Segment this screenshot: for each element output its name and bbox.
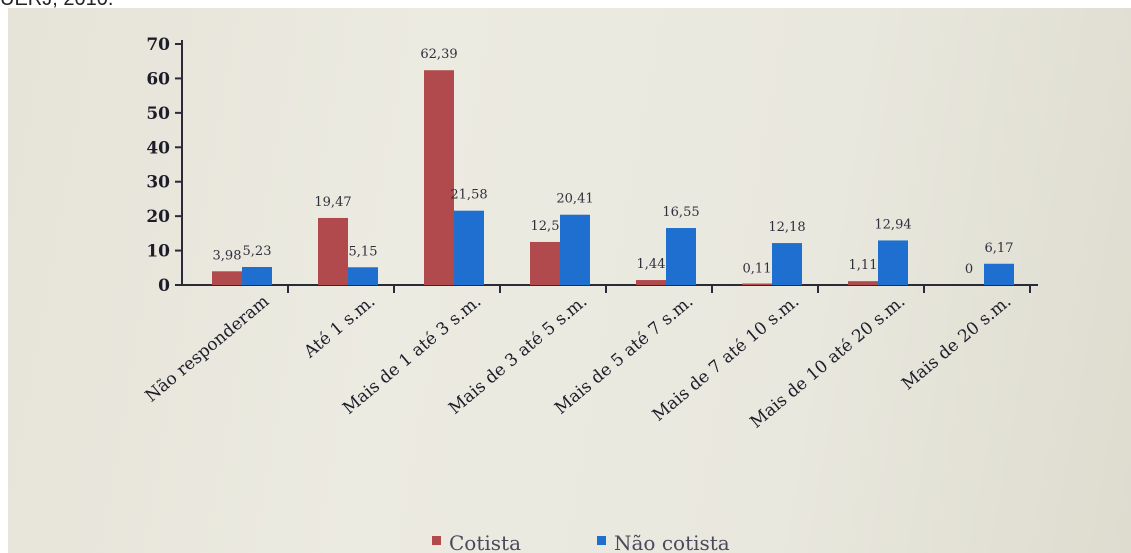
legend-label-nao-cotista: Não cotista (614, 531, 730, 553)
bar-cotista (212, 271, 242, 285)
data-label: 12,18 (768, 220, 805, 235)
bar-nao-cotista (878, 240, 908, 285)
data-label: 6,17 (985, 241, 1014, 256)
bar-nao-cotista (454, 210, 484, 285)
data-label: 0,11 (743, 262, 772, 277)
category-label: Não responderam (142, 292, 274, 407)
data-label: 12,94 (874, 217, 911, 232)
data-label: 19,47 (314, 195, 351, 210)
bar-cotista (848, 281, 878, 285)
bar-nao-cotista (984, 263, 1014, 285)
category-label: Até 1 s.m. (300, 292, 380, 363)
y-tick-label: 70 (146, 35, 170, 55)
data-label: 21,58 (450, 188, 487, 203)
legend: Cotista Não cotista (432, 531, 730, 553)
data-label: 62,39 (420, 47, 457, 62)
data-labels: 3,98 5,23 19,47 5,15 62,39 21,58 12,5 20,41 1,44… (213, 47, 1014, 277)
data-label: 5,15 (349, 244, 378, 259)
data-label: 12,5 (531, 219, 560, 234)
bar-nao-cotista (666, 228, 696, 285)
y-tick-label: 10 (146, 242, 170, 262)
data-label: 1,44 (637, 257, 666, 272)
data-label: 1,11 (849, 258, 878, 273)
figure-caption: UERJ, 2010. (0, 0, 113, 11)
y-tick-label: 20 (146, 207, 170, 227)
legend-swatch-cotista (432, 536, 441, 545)
data-label: 5,23 (243, 244, 272, 259)
y-tick-label: 50 (146, 104, 170, 124)
bar-nao-cotista (560, 214, 590, 285)
bar-cotista (424, 70, 454, 286)
category-labels: Não responderam Até 1 s.m.Mais de 1 até 3… (142, 292, 1016, 433)
bars (212, 70, 1014, 286)
bar-cotista (530, 241, 560, 285)
bar-cotista (636, 280, 666, 285)
data-label: 3,98 (213, 248, 242, 263)
legend-label-cotista: Cotista (449, 531, 521, 553)
legend-swatch-nao-cotista (597, 536, 606, 545)
data-label: 16,55 (662, 205, 699, 220)
bar-nao-cotista (242, 266, 272, 285)
y-tick-label: 0 (158, 276, 170, 296)
bar-cotista (742, 283, 772, 285)
y-axis: 0 10 20 30 40 50 60 70 (146, 35, 183, 296)
bar-cotista (318, 217, 348, 285)
x-axis (182, 284, 1038, 293)
y-tick-label: 40 (146, 138, 170, 158)
category-label: Mais de 20 s.m. (898, 292, 1015, 395)
y-tick-label: 60 (146, 69, 170, 89)
y-tick-label: 30 (146, 173, 170, 193)
bar-nao-cotista (348, 267, 378, 285)
bar-nao-cotista (772, 243, 802, 285)
data-label: 0 (965, 262, 973, 277)
data-label: 20,41 (556, 192, 593, 207)
